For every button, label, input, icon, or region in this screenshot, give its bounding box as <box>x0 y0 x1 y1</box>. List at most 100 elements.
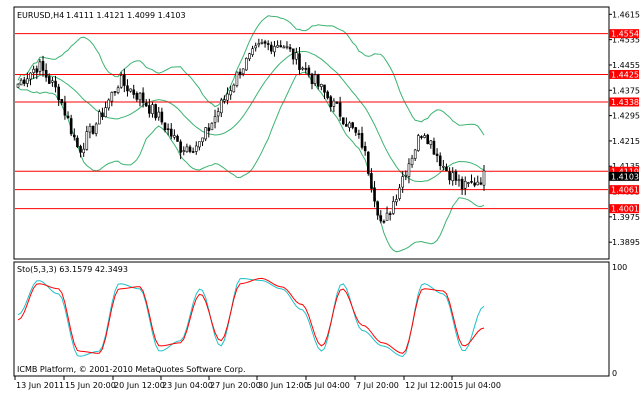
candle-body-bull <box>251 48 254 55</box>
price-pane-frame <box>13 6 610 260</box>
candle-body-bear <box>279 45 283 48</box>
candle-body-bull <box>119 75 123 88</box>
candle-body-bear <box>360 133 364 148</box>
candle-body-bull <box>129 88 132 92</box>
candle-body-bull <box>138 92 142 101</box>
candle-body-bull <box>451 172 455 181</box>
ohlc-header: 1.4111 1.4121 1.4099 1.4103 <box>66 11 186 20</box>
level-label: 1.4119 <box>611 167 639 176</box>
candle-body-bear <box>66 115 70 119</box>
candle-body-bear <box>307 67 311 76</box>
stochastic-pane: Sto(5,3,3) 63.1579 42.3493 100 0 ICMB Pl… <box>13 261 627 378</box>
candle-body-bear <box>238 71 242 76</box>
time-tick-label: 12 Jul 12:00 <box>405 381 453 390</box>
candle-body-bull <box>226 93 229 101</box>
time-tick-label: 13 Jun 2011 <box>16 381 64 390</box>
candle-body-bull <box>463 181 467 189</box>
candle-body-bull <box>429 140 433 145</box>
time-tick-label: 27 Jun 20:00 <box>210 381 261 390</box>
time-tick-label: 15 Jun 20:00 <box>65 381 116 390</box>
candle-body-bull <box>26 78 29 84</box>
candle-body-bull <box>395 199 398 203</box>
price-tick-label: 1.4615 <box>612 10 640 19</box>
candle-body-bear <box>370 173 373 189</box>
candle-body-bull <box>241 68 245 75</box>
candle-body-bear <box>338 102 342 117</box>
candle-body-bear <box>326 91 329 99</box>
level-label-box <box>609 166 639 176</box>
candle-body-bear <box>432 140 436 155</box>
candle-body-bull <box>16 83 20 88</box>
candle-body-bear <box>169 128 173 137</box>
candle-body-bear <box>351 122 354 128</box>
candle-body-bear <box>166 128 170 131</box>
candle-body-bull <box>232 84 236 93</box>
candle-body-bear <box>373 187 376 202</box>
symbol-header: EURUSD,H4 <box>17 11 64 20</box>
candle-body-bear <box>60 98 64 103</box>
candle-body-bear <box>298 53 301 70</box>
candle-body-bear <box>366 151 370 174</box>
candle-body-bull <box>235 71 239 86</box>
stochastic-tick-0: 0 <box>612 369 617 378</box>
candle-body-bull <box>201 137 204 143</box>
candle-body-bull <box>407 163 411 177</box>
candle-body-bull <box>223 99 226 102</box>
candle-body-bull <box>198 141 201 148</box>
candle-body-bear <box>470 181 473 183</box>
candle-body-bull <box>301 67 304 70</box>
candle-body-bear <box>329 96 333 107</box>
price-axis: 1.4615 1.4535 1.4455 1.4375 1.4295 1.4215 1.41… <box>609 10 640 247</box>
candle-body-bear <box>179 141 182 153</box>
candle-body-bear <box>473 182 476 186</box>
candle-body-bear <box>345 124 348 127</box>
candle-body-bear <box>176 135 179 142</box>
candle-body-bear <box>288 47 292 50</box>
candle-body-bear <box>438 155 442 166</box>
candle-body-bull <box>110 92 114 102</box>
candle-body-bear <box>335 101 339 104</box>
candle-body-bull <box>29 72 32 80</box>
candle-body-bull <box>398 187 401 199</box>
candle-body-bull <box>254 45 257 49</box>
price-tick-label: 1.4215 <box>612 137 640 146</box>
candle-body-bull <box>173 135 176 138</box>
level-label: 1.4338 <box>611 98 639 107</box>
candle-body-bull <box>245 58 248 71</box>
candle-body-bull <box>185 146 189 153</box>
level-label-box <box>609 29 639 39</box>
candle-body-bull <box>273 46 276 53</box>
price-tick-label: 1.4295 <box>612 112 640 121</box>
candle-body-bear <box>132 89 136 95</box>
candle-body-bull <box>219 99 223 114</box>
time-tick-label: 30 Jun 12:00 <box>258 381 309 390</box>
candle-body-bull <box>151 104 154 115</box>
time-tick-label: 7 Jul 20:00 <box>356 381 399 390</box>
current-price-label: 1.4103 <box>611 172 639 181</box>
candle-body-bull <box>423 135 426 138</box>
candle-body-bear <box>144 102 148 107</box>
candle-body-bear <box>323 84 326 93</box>
horizontal-levels <box>15 33 608 210</box>
candle-body-bear <box>57 86 60 101</box>
candle-body-bear <box>148 105 151 114</box>
price-tick-label: 1.3895 <box>612 238 640 247</box>
price-tick-label: 1.3975 <box>612 213 640 222</box>
time-tick-label: 5 Jul 04:00 <box>307 381 350 390</box>
candle-body-bull <box>385 212 389 221</box>
candle-body-bull <box>404 174 408 177</box>
candle-body-bear <box>310 73 314 85</box>
candlesticks <box>16 38 486 224</box>
price-tick-label: 1.4135 <box>612 162 640 171</box>
candle-body-bull <box>204 127 207 140</box>
band-middle-line <box>17 51 485 183</box>
candle-body-bear <box>363 146 367 152</box>
stochastic-tick-100: 100 <box>612 263 627 272</box>
candle-body-bear <box>207 127 211 132</box>
candle-body-bull <box>260 42 264 44</box>
band-lower-line <box>17 71 485 253</box>
candle-body-bear <box>454 171 458 181</box>
candle-body-bull <box>282 46 286 49</box>
candle-body-bull <box>85 131 89 150</box>
